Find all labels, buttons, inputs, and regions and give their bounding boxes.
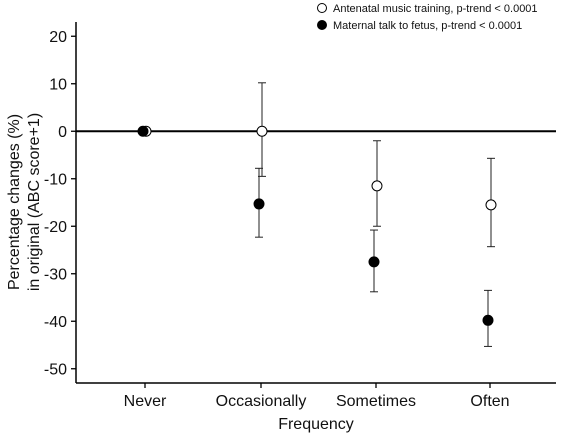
maternal-talk-point bbox=[482, 314, 494, 326]
error-bars bbox=[255, 82, 495, 347]
y-tick-label: 20 bbox=[49, 29, 67, 46]
x-tick-label: Often bbox=[470, 393, 509, 410]
y-axis-title: Percentage changes (%) in original (ABC … bbox=[6, 113, 43, 291]
maternal-talk-point bbox=[137, 125, 149, 137]
maternal-talk-point bbox=[368, 256, 380, 268]
y-tick-label: 10 bbox=[49, 76, 67, 93]
legend-label-maternal-talk-to-fetus: Maternal talk to fetus, p-trend < 0.0001 bbox=[333, 20, 522, 32]
maternal-talk-point bbox=[253, 198, 265, 210]
y-axis-title-line-2: in original (ABC score+1) bbox=[26, 113, 43, 291]
legend-marker-antenatal-music-training bbox=[317, 3, 327, 13]
music-training-point bbox=[371, 180, 383, 192]
legend-label-antenatal-music-training: Antenatal music training, p-trend < 0.00… bbox=[333, 3, 538, 15]
music-training-point bbox=[485, 199, 497, 211]
y-axis-title-line-1: Percentage changes (%) bbox=[6, 114, 23, 290]
y-tick-label: -20 bbox=[44, 219, 67, 236]
x-tick-label: Never bbox=[124, 393, 167, 410]
data-points bbox=[137, 125, 497, 326]
x-ticks: Never Occasionally Sometimes Often bbox=[124, 383, 510, 410]
y-ticks: 20 10 0 -10 -20 -30 -40 -50 bbox=[44, 29, 76, 378]
legend-marker-maternal-talk-to-fetus bbox=[317, 20, 327, 30]
y-tick-label: -10 bbox=[44, 171, 67, 188]
y-tick-label: -30 bbox=[44, 266, 67, 283]
y-tick-label: 0 bbox=[58, 124, 67, 141]
x-tick-label: Occasionally bbox=[216, 393, 307, 410]
x-axis-title: Frequency bbox=[278, 416, 354, 433]
axes bbox=[75, 22, 556, 384]
music-training-point bbox=[256, 125, 268, 137]
x-tick-label: Sometimes bbox=[336, 393, 416, 410]
y-tick-label: -50 bbox=[44, 361, 67, 378]
legend: Antenatal music training, p-trend < 0.00… bbox=[317, 3, 538, 32]
y-tick-label: -40 bbox=[44, 314, 67, 331]
